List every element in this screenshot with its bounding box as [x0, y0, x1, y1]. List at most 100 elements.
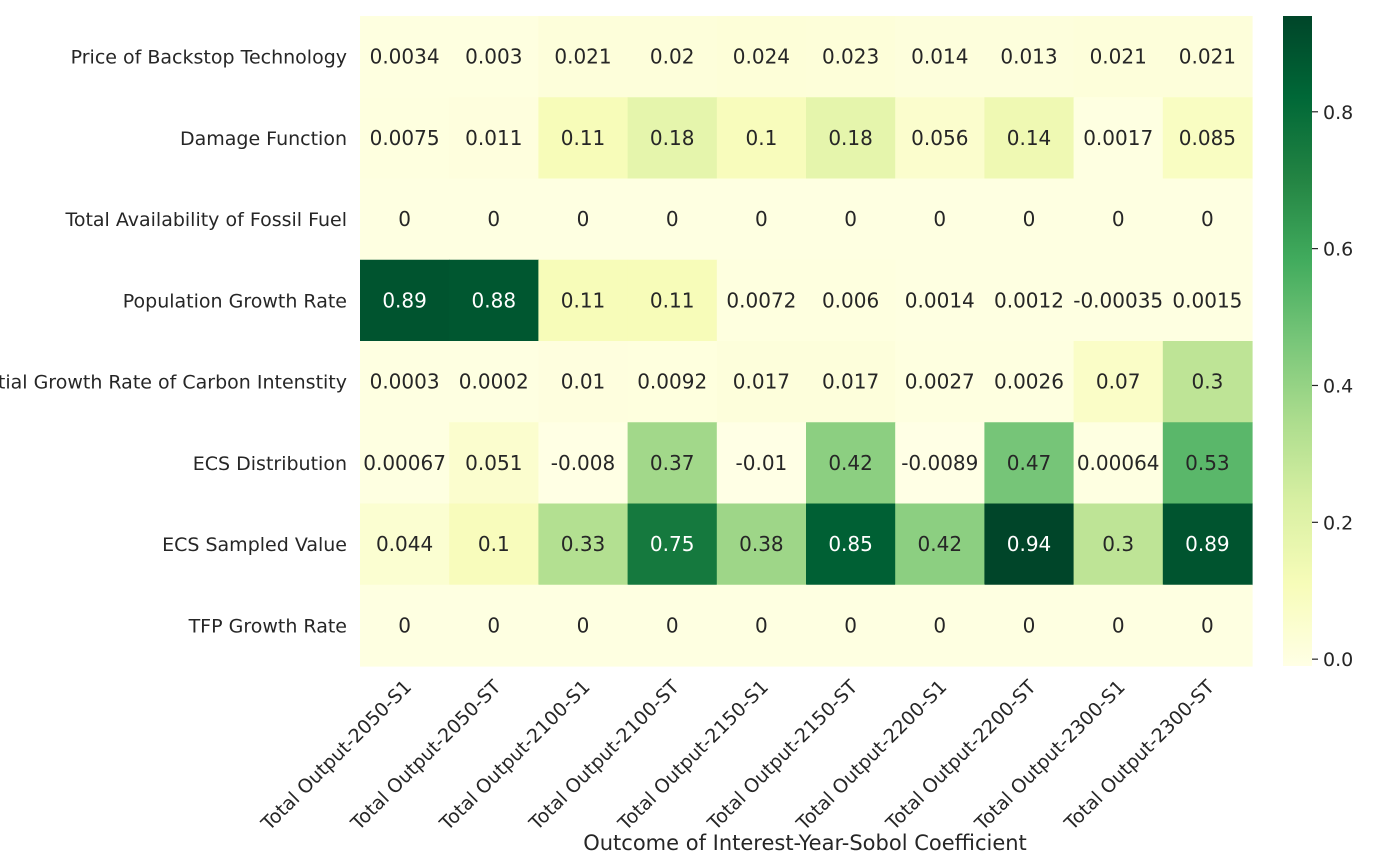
cell-value-label: 0.02: [650, 45, 695, 69]
cell-value-label: 0.89: [1185, 532, 1230, 556]
cell-value-label: 0.1: [478, 532, 510, 556]
heatmap-cell: [1162, 97, 1253, 180]
cell-value-label: 0.0027: [905, 370, 975, 394]
heatmap-cell: [806, 584, 896, 667]
heatmap-cell: [627, 97, 718, 180]
x-axis-title: Outcome of Interest-Year-Sobol Coefficie…: [583, 831, 1027, 855]
cell-value-label: 0.0026: [994, 370, 1064, 394]
cell-value-label: 0.0072: [726, 288, 796, 312]
heatmap-cell: [538, 584, 629, 667]
cell-value-label: 0.37: [650, 451, 695, 475]
heatmap-cell: [895, 259, 985, 342]
cell-value-label: 0.021: [1090, 45, 1147, 69]
heatmap-cell: [806, 422, 896, 505]
cell-value-label: 0.056: [911, 126, 968, 150]
heatmap-cell: [449, 341, 539, 423]
heatmap-cell: [1073, 97, 1164, 180]
heatmap-cell: [1073, 422, 1164, 505]
cell-value-label: -0.0089: [901, 451, 978, 475]
cell-value-label: 0.00067: [363, 451, 446, 475]
cell-value-label: 0: [398, 613, 411, 637]
cell-value-label: 0.53: [1185, 451, 1230, 475]
heatmap-cell: [538, 16, 629, 98]
heatmap-cell: [538, 259, 629, 342]
heatmap-cell: [360, 503, 450, 586]
y-tick-label: Initial Growth Rate of Carbon Intenstity: [0, 372, 347, 394]
heatmap-cell: [1162, 422, 1253, 505]
heatmap-cells: [360, 16, 1253, 667]
heatmap-cell: [449, 178, 539, 261]
colorbar-tick-label: 0.6: [1323, 239, 1353, 261]
x-tick-label: Total Output-2150-S1: [613, 676, 773, 836]
cell-value-label: 0.023: [822, 45, 879, 69]
cell-value-label: 0: [666, 613, 679, 637]
cell-value-label: 0.044: [376, 532, 433, 556]
x-tick-label: Total Output-2300-S1: [970, 676, 1130, 836]
cell-value-label: 0.18: [828, 126, 873, 150]
heatmap-cell: [1073, 584, 1164, 667]
heatmap-cell: [627, 503, 718, 586]
cell-value-label: -0.00035: [1073, 288, 1163, 312]
heatmap-cell: [895, 97, 985, 180]
y-tick-label: TFP Growth Rate: [188, 615, 347, 637]
y-tick-label: Damage Function: [180, 128, 347, 150]
cell-value-label: 0.01: [561, 370, 606, 394]
cell-value-label: 0.0003: [370, 370, 440, 394]
cell-value-label: 0.006: [822, 288, 879, 312]
cell-value-label: 0.024: [733, 45, 790, 69]
cell-value-label: 0: [844, 613, 857, 637]
cell-value-label: 0.051: [465, 451, 522, 475]
cell-value-label: 0.3: [1191, 370, 1223, 394]
colorbar: 0.0 0.2 0.4 0.6 0.8: [1283, 16, 1353, 671]
x-tick-label: Total Output-2200-ST: [881, 676, 1040, 835]
heatmap-cell: [1162, 178, 1253, 261]
heatmap-cell: [1073, 16, 1164, 98]
heatmap-cell: [449, 97, 539, 180]
cell-value-label: 0.75: [650, 532, 695, 556]
heatmap-cell: [716, 97, 807, 180]
cell-value-label: 0.94: [1007, 532, 1052, 556]
heatmap-cell: [716, 16, 807, 98]
cell-value-label: 0: [577, 613, 590, 637]
heatmap-cell: [895, 341, 985, 423]
heatmap-cell: [716, 259, 807, 342]
cell-value-label: 0.017: [733, 370, 790, 394]
cell-value-label: 0.0034: [370, 45, 440, 69]
heatmap-cell: [806, 16, 896, 98]
cell-value-label: 0.42: [918, 532, 963, 556]
heatmap-cell-labels: 0.0034 0.003 0.021 0.02 0.024 0.023 0.014 0.013…: [363, 45, 1242, 638]
y-axis-tick-labels: Price of Backstop Technology Damage Funct…: [0, 47, 347, 638]
cell-value-label: 0: [1201, 613, 1214, 637]
cell-value-label: 0: [666, 207, 679, 231]
heatmap-cell: [895, 16, 985, 98]
heatmap-cell: [627, 178, 718, 261]
heatmap-cell: [449, 503, 539, 586]
y-tick-label: ECS Sampled Value: [162, 534, 347, 556]
x-tick-label: Total Output-2100-S1: [435, 676, 595, 836]
cell-value-label: 0.003: [465, 45, 522, 69]
cell-value-label: 0.38: [739, 532, 784, 556]
x-tick-label: Total Output-2150-ST: [703, 676, 862, 835]
cell-value-label: 0.0015: [1172, 288, 1242, 312]
heatmap-cell: [1162, 341, 1253, 423]
heatmap-cell: [360, 178, 450, 261]
cell-value-label: 0.47: [1007, 451, 1052, 475]
y-tick-label: Population Growth Rate: [123, 290, 347, 312]
heatmap-cell: [627, 422, 718, 505]
cell-value-label: 0.0012: [994, 288, 1064, 312]
cell-value-label: 0.00064: [1077, 451, 1160, 475]
heatmap-cell: [1073, 503, 1164, 586]
colorbar-gradient: [1283, 16, 1312, 666]
heatmap-cell: [1073, 259, 1164, 342]
heatmap-cell: [984, 259, 1075, 342]
heatmap-cell: [806, 341, 896, 423]
cell-value-label: -0.01: [736, 451, 788, 475]
heatmap-cell: [895, 503, 985, 586]
cell-value-label: 0.3: [1102, 532, 1134, 556]
heatmap-cell: [716, 422, 807, 505]
cell-value-label: 0: [1023, 207, 1036, 231]
heatmap-cell: [449, 584, 539, 667]
cell-value-label: 0.14: [1007, 126, 1052, 150]
cell-value-label: 0.021: [1179, 45, 1236, 69]
